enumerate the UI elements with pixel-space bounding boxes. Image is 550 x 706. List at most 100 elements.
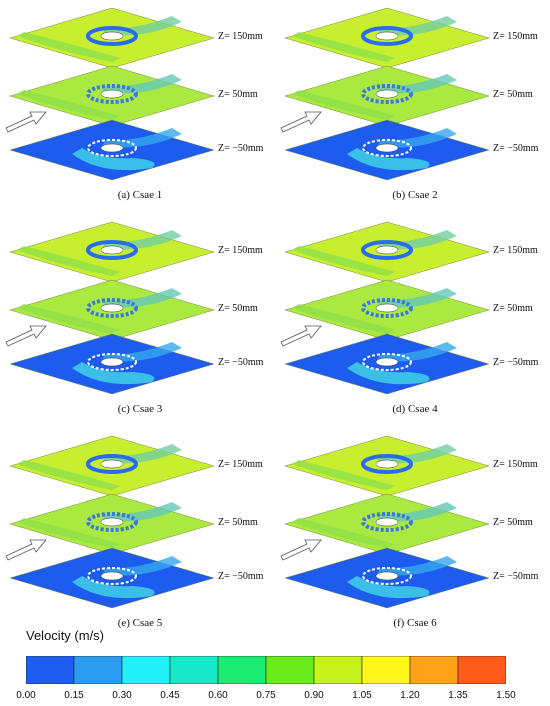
colorbar-segment (169, 656, 219, 684)
velocity-band (292, 32, 395, 62)
contour-stack (280, 7, 490, 181)
jet-ring (87, 567, 137, 585)
colorbar-tick-label: 0.60 (208, 690, 228, 701)
jet-ring (86, 84, 138, 104)
z-level-label: Z= 150mm (218, 245, 263, 256)
velocity-band (292, 246, 395, 276)
cylinder-hole (375, 303, 399, 313)
wake-region (377, 342, 457, 362)
velocity-band (292, 304, 395, 334)
z-level-label: Z= 50mm (218, 517, 258, 528)
z-level-label: Z= 150mm (493, 245, 538, 256)
z-level-label: Z= −50mm (493, 571, 539, 582)
cylinder-hole (375, 357, 399, 367)
jet-ring (361, 84, 413, 104)
velocity-band (292, 90, 395, 120)
z-level-label: Z= 150mm (218, 459, 263, 470)
z-level-label: Z= 50mm (218, 89, 258, 100)
z-level-label: Z= 50mm (218, 303, 258, 314)
inflow-arrow-icon (280, 539, 322, 561)
case-caption: (b) Csae 2 (392, 189, 438, 201)
jet-ring (362, 353, 412, 371)
case-panel: Z= 150mm Z= 50mm Z= −50mm (f) Csae 6 (275, 428, 550, 633)
wake-region (377, 128, 457, 148)
colorbar-segment (457, 656, 506, 684)
cylinder-hole (100, 89, 124, 99)
velocity-band (17, 460, 120, 490)
cylinder-hole (375, 143, 399, 153)
jet-ring (361, 240, 413, 260)
jet-ring (86, 454, 138, 474)
jet-ring (362, 139, 412, 157)
inflow-arrow-icon (280, 325, 322, 347)
colorbar-tick-label: 1.20 (400, 690, 420, 701)
wake-region (102, 502, 182, 522)
wake-region (102, 74, 182, 94)
jet-ring (361, 26, 413, 46)
colorbar-tick-label: 1.50 (496, 690, 516, 701)
cylinder-hole (375, 31, 399, 41)
colorbar-segment (73, 656, 123, 684)
jet-ring (87, 353, 137, 371)
case-caption: (a) Csae 1 (117, 189, 163, 201)
case-caption: (e) Csae 5 (117, 617, 163, 629)
colorbar-segment (217, 656, 267, 684)
wake-region (102, 342, 182, 362)
colorbar-tick-label: 0.90 (304, 690, 324, 701)
colorbar-segment (409, 656, 459, 684)
contour-stack (280, 435, 490, 609)
z-level-label: Z= 50mm (493, 303, 533, 314)
velocity-colorbar (26, 656, 506, 684)
velocity-band (17, 246, 120, 276)
z-level-label: Z= 50mm (493, 89, 533, 100)
case-panel: Z= 150mm Z= 50mm Z= −50mm (b) Csae 2 (275, 0, 550, 205)
cylinder-hole (100, 143, 124, 153)
cylinder-hole (375, 517, 399, 527)
jet-ring (361, 454, 413, 474)
case-panel: Z= 150mm Z= 50mm Z= −50mm (d) Csae 4 (275, 214, 550, 419)
cylinder-hole (100, 357, 124, 367)
cylinder-hole (100, 245, 124, 255)
contour-stack (5, 7, 215, 181)
velocity-band (292, 518, 395, 548)
wake-region (377, 288, 457, 308)
jet-ring (361, 512, 413, 532)
wake-region (102, 288, 182, 308)
case-panel: Z= 150mm Z= 50mm Z= −50mm (e) Csae 5 (0, 428, 275, 633)
contour-stack (5, 435, 215, 609)
jet-ring (86, 240, 138, 260)
colorbar-segment (121, 656, 171, 684)
z-level-label: Z= −50mm (218, 357, 264, 368)
velocity-band (17, 32, 120, 62)
wake-region (377, 502, 457, 522)
velocity-band (17, 304, 120, 334)
jet-ring (86, 26, 138, 46)
cylinder-hole (375, 459, 399, 469)
velocity-band (292, 460, 395, 490)
jet-ring (87, 139, 137, 157)
case-caption: (d) Csae 4 (392, 403, 438, 415)
velocity-band (17, 90, 120, 120)
wake-region (377, 556, 457, 576)
inflow-arrow-icon (5, 325, 47, 347)
cylinder-hole (100, 459, 124, 469)
colorbar-segment (265, 656, 315, 684)
cylinder-hole (375, 571, 399, 581)
inflow-arrow-icon (5, 539, 47, 561)
colorbar-tick-label: 0.15 (64, 690, 84, 701)
jet-ring (86, 298, 138, 318)
inflow-arrow-icon (5, 111, 47, 133)
wake-region (377, 74, 457, 94)
case-panel: Z= 150mm Z= 50mm Z= −50mm (c) Csae 3 (0, 214, 275, 419)
z-level-label: Z= −50mm (218, 143, 264, 154)
colorbar-tick-label: 0.00 (16, 690, 36, 701)
legend-title: Velocity (m/s) (26, 628, 105, 643)
inflow-arrow-icon (280, 111, 322, 133)
cylinder-hole (100, 31, 124, 41)
z-level-label: Z= 150mm (493, 459, 538, 470)
cylinder-hole (100, 571, 124, 581)
case-caption: (c) Csae 3 (117, 403, 163, 415)
z-level-label: Z= 150mm (493, 31, 538, 42)
case-caption: (f) Csae 6 (393, 617, 437, 629)
z-level-label: Z= −50mm (493, 143, 539, 154)
